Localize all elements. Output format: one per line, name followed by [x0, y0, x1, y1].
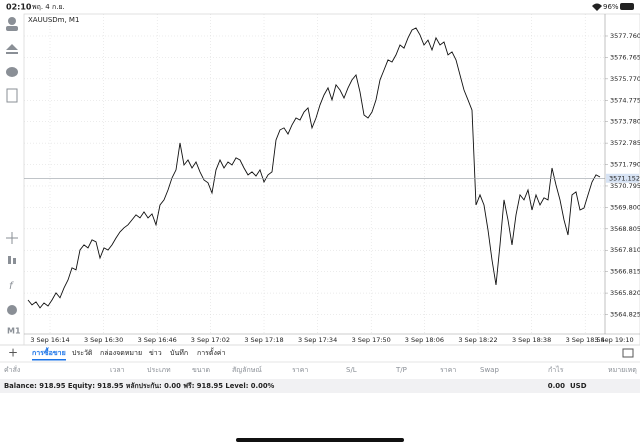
plot: 3577.760 3576.765 3575.770 3574.775 3573.780…: [24, 14, 640, 344]
layout-icon[interactable]: [622, 348, 634, 358]
y-tick-label: 3570.795: [610, 182, 640, 190]
account-icon-body: [6, 26, 18, 31]
x-tick-label: 3 Sep 17:34: [298, 336, 337, 344]
column-header: เวลา: [110, 366, 125, 374]
x-tick-label: 3 Sep 18:38: [512, 336, 551, 344]
candles-icon-2: [13, 258, 16, 264]
x-tick-label: 3 Sep 16:30: [84, 336, 123, 344]
balance-bar: [0, 379, 640, 393]
column-header: หมายเหตุ: [608, 366, 637, 374]
tab[interactable]: ประวัติ: [72, 349, 93, 357]
wifi-icon: [592, 3, 602, 11]
y-tick-label: 3572.785: [610, 139, 640, 147]
x-tick-label: 3 Sep 18:54: [566, 336, 605, 344]
column-header: ราคา: [292, 366, 308, 374]
indicator-icon[interactable]: f: [9, 281, 14, 292]
candles-icon[interactable]: [8, 256, 11, 264]
crosshair-icon[interactable]: [6, 232, 18, 244]
tabs: การซื้อขาย ประวัติ กล่องจดหมาย ข่าว บันทึก กา…: [32, 346, 226, 361]
x-tick-label: 3 Sep 19:10: [594, 336, 633, 344]
y-tick-label: 3569.800: [610, 203, 640, 211]
tab[interactable]: การซื้อขาย: [32, 346, 66, 357]
home-indicator: [236, 438, 404, 442]
table-header: คำสั่ง เวลา ประเภท ขนาด สัญลักษณ์ ราคา S/L T/P ร…: [4, 365, 637, 374]
column-header: Swap: [480, 366, 499, 374]
y-tick-label: 3564.825: [610, 311, 640, 319]
y-tick-label: 3573.780: [610, 118, 640, 126]
y-tick-label: 3577.760: [610, 32, 640, 40]
x-tick-label: 3 Sep 18:22: [458, 336, 497, 344]
tab[interactable]: ข่าว: [149, 349, 162, 357]
date: พฤ. 4 ก.ย.: [32, 3, 65, 11]
y-tick-label: 3574.775: [610, 96, 640, 104]
price-line: [27, 27, 601, 309]
y-tick-label: 3571.790: [610, 161, 640, 169]
y-tick-label: 3567.810: [610, 246, 640, 254]
column-header: S/L: [346, 366, 357, 374]
column-header: ขนาด: [192, 366, 210, 374]
column-header: คำสั่ง: [4, 365, 20, 374]
y-tick-label: 3575.770: [610, 75, 640, 83]
symbol-label: XAUUSDm, M1: [28, 16, 79, 24]
column-header: ราคา: [440, 366, 456, 374]
tab[interactable]: กล่องจดหมาย: [100, 349, 142, 357]
trade-icon[interactable]: [6, 44, 18, 54]
battery-icon: [620, 3, 634, 10]
x-tick-label: 3 Sep 17:18: [244, 336, 283, 344]
left-toolbar: f M1: [6, 17, 21, 336]
x-tick-label: 3 Sep 17:02: [191, 336, 230, 344]
current-price-label: 3571.152: [609, 174, 640, 182]
y-tick-label: 3566.815: [610, 268, 640, 276]
battery-level: 96%: [603, 3, 619, 11]
tab[interactable]: การตั้งค่า: [197, 346, 226, 357]
column-header: T/P: [395, 366, 407, 374]
y-tick-label: 3568.805: [610, 225, 640, 233]
column-header: สัญลักษณ์: [232, 366, 262, 374]
timeframe-button[interactable]: M1: [7, 327, 21, 336]
account-icon[interactable]: [8, 17, 16, 25]
y-tick-label: 3565.820: [610, 289, 640, 297]
chat-icon[interactable]: [6, 67, 18, 77]
balance-summary: Balance: 918.95 Equity: 918.95 หลักประกั…: [4, 382, 275, 390]
current-price-box: [606, 173, 639, 183]
y-tick-label: 3576.765: [610, 53, 640, 61]
tab-underline: [32, 359, 66, 361]
objects-icon[interactable]: [7, 305, 17, 315]
column-header: กำไร: [548, 365, 564, 374]
profit: 0.00: [548, 382, 565, 390]
add-button[interactable]: +: [8, 346, 18, 360]
x-tick-label: 3 Sep 17:50: [352, 336, 391, 344]
x-tick-label: 3 Sep 16:14: [30, 336, 69, 344]
x-tick-label: 3 Sep 18:06: [405, 336, 444, 344]
clock: 02:10: [6, 3, 32, 12]
new-order-icon[interactable]: [6, 88, 18, 103]
x-tick-label: 3 Sep 16:46: [138, 336, 177, 344]
column-header: ประเภท: [147, 366, 171, 374]
currency: USD: [570, 382, 587, 390]
tab[interactable]: บันทึก: [170, 348, 188, 357]
